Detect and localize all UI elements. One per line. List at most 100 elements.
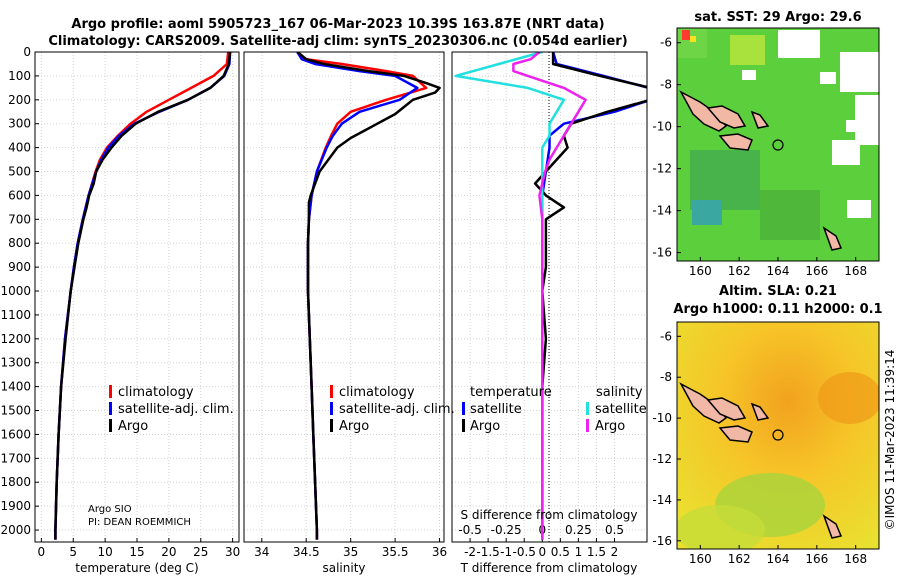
sst-missing-cloud: [742, 70, 756, 80]
sla-map-ticks: 160 162 164 166 168 -6 -8 -10 -12 -14 -16: [652, 329, 867, 566]
series-line-argo: [54, 52, 232, 540]
s-difference-label: S difference from climatology: [461, 508, 638, 522]
legend-salinity-head: salinity: [596, 385, 643, 400]
series-line-climatology: [296, 52, 428, 540]
legend-label-temp-argo: Argo: [470, 419, 500, 434]
legend-swatch-argo: [109, 419, 112, 432]
lon-tick-label: 160: [689, 264, 712, 278]
depth-tick-label: 400: [8, 141, 31, 155]
depth-tick-label: 500: [8, 165, 31, 179]
lat-tick-label: -10: [652, 411, 672, 425]
x-tick-label: -1: [500, 545, 512, 559]
island-guadalcanal: [718, 425, 753, 443]
depth-tick-label: 0: [23, 45, 31, 59]
legend-label-argo: Argo: [339, 419, 369, 434]
x-tick-label: -1.5: [476, 545, 499, 559]
lat-tick-label: -16: [652, 246, 672, 260]
sla-high-anomaly: [818, 372, 879, 424]
depth-tick-label: 200: [8, 93, 31, 107]
x-tick-label: 36: [432, 545, 447, 559]
legend-swatch-temp-argo: [462, 419, 465, 432]
legend-label-sal-satellite: satellite: [595, 402, 647, 417]
temperature-xlabel: temperature (deg C): [75, 561, 198, 575]
sst-missing-cloud: [846, 120, 862, 132]
x-tick-label: 34: [254, 545, 269, 559]
credit-line-2: PI: DEAN ROEMMICH: [88, 517, 191, 528]
lat-tick-label: -14: [652, 493, 672, 507]
depth-tick-label: 600: [8, 188, 31, 202]
sst-missing-cloud: [840, 52, 879, 92]
x-tick-label: 25: [193, 545, 208, 559]
legend-swatch-sal-argo: [586, 419, 589, 432]
lat-tick-label: -10: [652, 120, 672, 134]
legend-swatch-sal-satellite: [586, 402, 589, 415]
temperature-panel: 0100200300400500600700800900100011001200…: [0, 45, 240, 575]
s-tick-label: 0.25: [565, 523, 592, 537]
lon-tick-label: 164: [767, 552, 790, 566]
legend-label-climatology: climatology: [118, 385, 194, 400]
salinity-xlabel: salinity: [322, 561, 365, 575]
series-line-salinity-satellite: [454, 52, 566, 540]
lat-tick-label: -12: [652, 162, 672, 176]
difference-axes-frame: [451, 51, 648, 543]
temperature-axes-frame: [34, 51, 240, 543]
series-line-climatology: [54, 52, 230, 540]
lat-tick-label: -8: [660, 370, 672, 384]
salinity-lines: [296, 52, 441, 540]
difference-lines: [454, 52, 647, 540]
sla-map-title-1: Altim. SLA: 0.21: [719, 284, 837, 299]
legend-label-temp-satellite: satellite: [470, 402, 522, 417]
sst-patch: [692, 200, 722, 225]
depth-tick-label: 700: [8, 212, 31, 226]
legend-label-climatology: climatology: [339, 385, 415, 400]
series-line-satellite-adj-clim-: [54, 52, 232, 540]
sla-field: [677, 322, 879, 549]
depth-tick-label: 1200: [0, 332, 31, 346]
x-tick-label: 10: [97, 545, 112, 559]
depth-tick-label: 100: [8, 69, 31, 83]
sst-missing-cloud: [778, 30, 820, 58]
x-tick-label: 35.5: [382, 545, 409, 559]
island-malaita: [750, 402, 770, 421]
depth-tick-label: 1100: [0, 308, 31, 322]
sla-low-anomaly: [677, 505, 765, 549]
lat-tick-label: -8: [660, 78, 672, 92]
depth-tick-label: 1500: [0, 404, 31, 418]
island-choiseul: [679, 90, 728, 132]
legend-label-argo: Argo: [118, 419, 148, 434]
legend-label-satellite: satellite-adj. clim.: [118, 402, 234, 417]
lon-tick-label: 166: [805, 552, 828, 566]
legend-temperature-head: temperature: [470, 385, 552, 400]
float-position-marker: [772, 139, 784, 151]
depth-tick-label: 2000: [0, 523, 31, 537]
difference-panel: -2 -1.5 -1 -0.5 0 0.5 1 1.5 2 -0.5 -0.25 0 0.25 0.5 …: [451, 51, 648, 575]
s-tick-label: 0.5: [605, 523, 624, 537]
sst-patch: [760, 190, 820, 240]
x-tick-label: 0: [538, 545, 546, 559]
sst-map-ticks: 160 162 164 166 168 -6 -8 -10 -12 -14 -16: [652, 36, 867, 278]
lat-tick-label: -16: [652, 534, 672, 548]
legend-label-satellite: satellite-adj. clim.: [339, 402, 455, 417]
title-line-2: Climatology: CARS2009. Satellite-adj cli…: [48, 34, 627, 49]
legend-swatch-argo: [330, 419, 333, 432]
sst-warm-pixel: [690, 36, 696, 42]
temperature-x-ticks: 0 5 10 15 20 25 30: [38, 538, 240, 559]
sst-missing-cloud: [832, 140, 860, 165]
depth-tick-label: 1400: [0, 380, 31, 394]
depth-tick-label: 1300: [0, 356, 31, 370]
lon-tick-label: 162: [728, 264, 751, 278]
x-tick-label: 2: [611, 545, 619, 559]
depth-tick-label: 1700: [0, 451, 31, 465]
legend-swatch-climatology: [109, 385, 112, 398]
salinity-x-ticks: 34 34.5 35 35.5 36: [254, 538, 447, 559]
x-tick-label: 0: [38, 545, 46, 559]
x-tick-label: 1.5: [587, 545, 606, 559]
temperature-legend: climatology satellite-adj. clim. Argo: [109, 385, 234, 434]
sst-missing-cloud: [847, 200, 871, 218]
x-tick-label: 5: [69, 545, 77, 559]
sst-map: sat. SST: 29 Argo: 29.6: [652, 10, 880, 278]
x-tick-label: 15: [129, 545, 144, 559]
depth-tick-label: 1800: [0, 475, 31, 489]
sst-missing-cloud: [820, 72, 836, 84]
